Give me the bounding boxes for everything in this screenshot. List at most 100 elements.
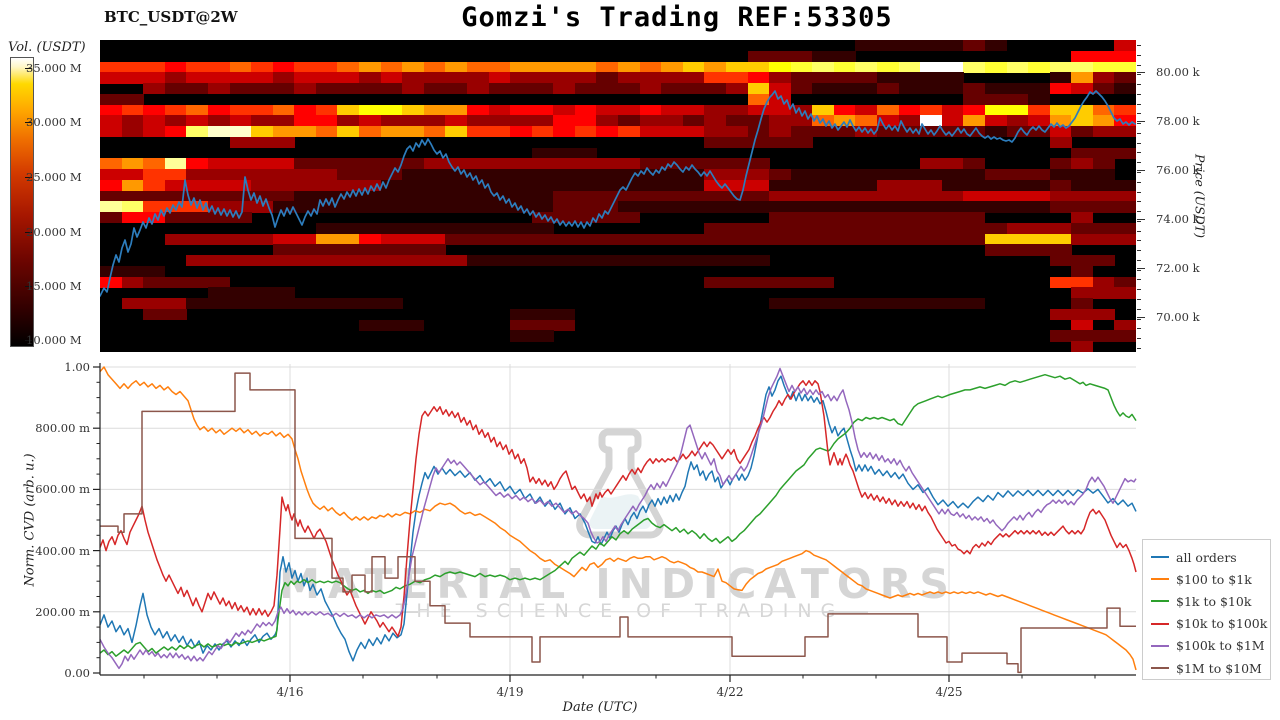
legend-item--1k-to-10k: $1k to $10k	[1151, 590, 1251, 612]
heatmap-cell-run	[855, 115, 878, 127]
heatmap-cell-run	[121, 179, 144, 192]
heatmap-cell-run	[315, 126, 338, 138]
heatmap-cell-run	[1049, 276, 1094, 288]
heatmap-cell-run	[877, 179, 943, 192]
heatmap-cell-run	[596, 72, 619, 84]
price-axis-minor-tick	[1137, 113, 1141, 115]
heatmap-cell-run	[100, 72, 166, 84]
volume-colorbar	[10, 57, 34, 347]
heatmap-cell-run	[229, 83, 295, 95]
heatmap-cell-run	[143, 308, 187, 321]
heatmap-cell-run	[1049, 83, 1072, 95]
heatmap-cell-run	[725, 61, 770, 73]
heatmap-cell-run	[294, 158, 425, 170]
heatmap-cell-run	[1028, 93, 1051, 106]
heatmap-cell-run	[466, 255, 770, 267]
heatmap-cell-run	[941, 115, 964, 127]
x-axis-title: Date (UTC)	[562, 700, 638, 715]
price-axis-minor-tick	[1137, 328, 1141, 330]
heatmap-cell-run	[1071, 147, 1136, 159]
heatmap-cell-run	[359, 319, 425, 331]
heatmap-cell-run	[121, 212, 166, 224]
heatmap-cell-run	[186, 72, 274, 84]
heatmap-cell-run	[1092, 115, 1115, 127]
legend-line-swatch	[1151, 556, 1169, 558]
heatmap-cell-run	[380, 72, 403, 84]
heatmap-cell-run	[402, 83, 425, 95]
heatmap-cell-run	[704, 61, 727, 73]
heatmap-cell-run	[963, 104, 986, 116]
heatmap-cell-run	[164, 179, 252, 192]
heatmap-cell-run	[661, 83, 727, 95]
legend-label: $100 to $1k	[1176, 571, 1252, 587]
cvd-axis-title: Norm. CVD (arb. u.)	[22, 453, 38, 587]
heatmap-cell-run	[121, 201, 144, 213]
heatmap-cell-run	[359, 126, 382, 138]
heatmap-cell-run	[294, 83, 317, 95]
heatmap-cell-run	[272, 104, 295, 116]
heatmap-cell-run	[1071, 83, 1094, 95]
price-axis-minor-tick	[1137, 230, 1141, 232]
heatmap-cell-run	[963, 40, 986, 52]
legend-line-swatch	[1151, 644, 1169, 647]
heatmap-cell-run	[855, 104, 878, 116]
cvd-ytick-label: 400.00 m	[35, 543, 90, 558]
heatmap-cell-run	[553, 190, 770, 202]
heatmap-cell-run	[423, 61, 446, 73]
legend-line-swatch	[1151, 667, 1169, 669]
heatmap-cell-run	[553, 115, 597, 127]
heatmap-cell-run	[596, 104, 641, 116]
heatmap-cell-run	[898, 61, 921, 73]
price-axis-major-tick	[1137, 170, 1145, 171]
heatmap-cell-run	[769, 72, 792, 84]
heatmap-cell-run	[531, 147, 597, 159]
heatmap-cell-run	[1071, 298, 1094, 310]
heatmap-cell-run	[618, 201, 1051, 213]
price-axis-major-tick	[1137, 121, 1145, 122]
heatmap-cell-run	[229, 115, 252, 127]
heatmap-cell-run	[143, 158, 166, 170]
heatmap-cell-run	[1049, 115, 1072, 127]
price-axis-minor-tick	[1137, 201, 1141, 203]
heatmap-cell-run	[294, 190, 554, 202]
heatmap-cell-run	[1071, 72, 1094, 84]
x-tick-label: 4/25	[935, 685, 963, 699]
heatmap-cell-run	[294, 72, 360, 84]
heatmap-cell-run	[984, 115, 1007, 127]
heatmap-cell-run	[164, 158, 187, 170]
heatmap-cell-run	[1092, 83, 1115, 95]
heatmap-cell-run	[337, 61, 360, 73]
heatmap-cell-run	[574, 126, 597, 138]
heatmap-cell-run	[423, 158, 641, 170]
heatmap-cell-run	[984, 61, 1007, 73]
price-axis-minor-tick	[1137, 250, 1141, 252]
heatmap-cell-run	[1049, 61, 1094, 73]
colorbar-tick	[25, 340, 32, 342]
heatmap-cell-run	[1049, 255, 1115, 267]
price-axis-major-tick	[1137, 219, 1145, 220]
price-axis-minor-tick	[1137, 45, 1141, 46]
heatmap-cell-run	[207, 126, 252, 138]
heatmap-cell-run	[769, 190, 964, 202]
heatmap-cell-run	[812, 50, 856, 62]
heatmap-cell-run	[229, 136, 295, 149]
heatmap-cell-run	[639, 115, 684, 127]
heatmap-cell-run	[466, 115, 554, 127]
heatmap-cell-run	[359, 104, 403, 116]
price-axis-minor-tick	[1137, 93, 1141, 95]
heatmap-cell-run	[466, 83, 489, 95]
heatmap-cell-run	[186, 255, 468, 267]
heatmap-cell-run	[272, 201, 554, 213]
legend-box: all orders $100 to $1k $1k to $10k $10k to …	[1142, 539, 1271, 680]
btc-price-line	[100, 90, 1136, 297]
heatmap-cell-run	[100, 276, 123, 288]
heatmap-cell-run	[423, 104, 468, 116]
heatmap-cell-run	[1028, 115, 1051, 127]
heatmap-cell-run	[207, 158, 295, 170]
heatmap-cell-run	[164, 104, 187, 116]
heatmap-cell-run	[984, 244, 1072, 256]
colorbar-tick	[25, 177, 32, 179]
heatmap-cell-run	[1049, 201, 1136, 213]
heatmap-cell-run	[984, 104, 1029, 116]
heatmap-cell-run	[1092, 104, 1115, 116]
